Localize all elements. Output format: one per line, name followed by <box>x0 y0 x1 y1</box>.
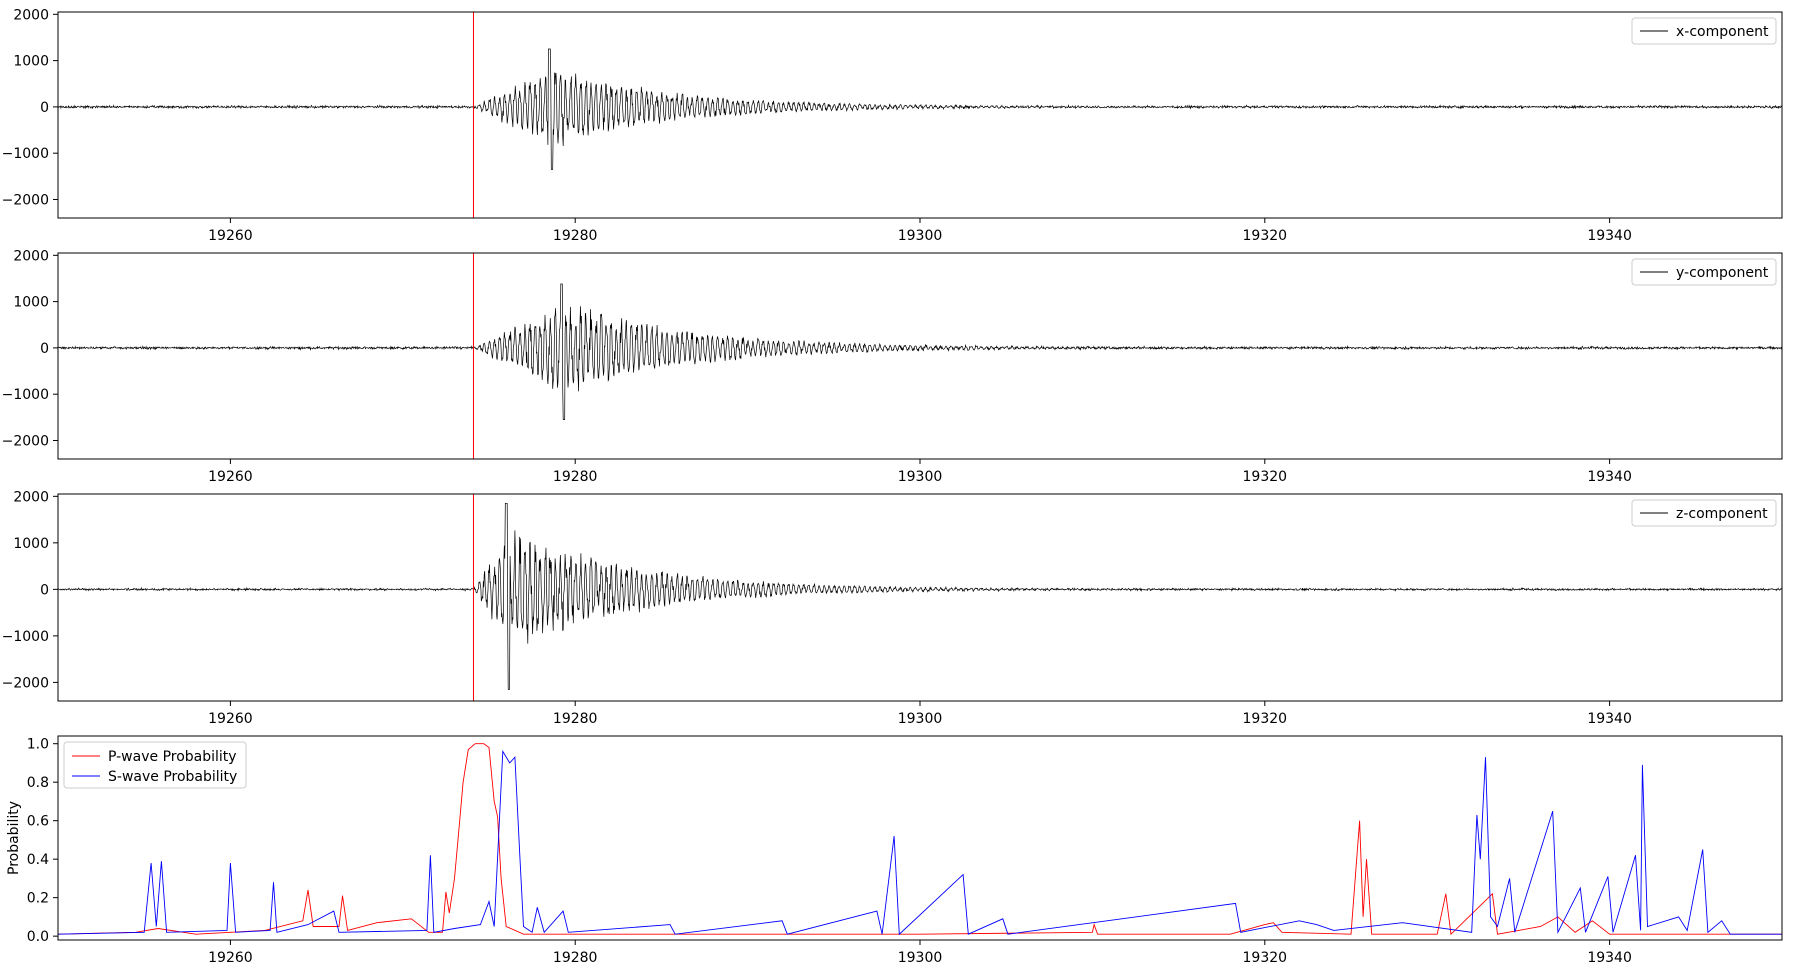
legend: P-wave Probability S-wave Probability <box>63 741 247 789</box>
y-tick-label: 1000 <box>13 536 49 552</box>
x-tick-label: 19260 <box>208 469 253 485</box>
panel-x: 19260 19280 19300 19320 19340 −2000 −1000 0 1000… <box>2 7 1783 244</box>
y-tick-label: 1.0 <box>27 737 49 753</box>
axes-frame <box>57 735 1783 941</box>
y-tick-label: 1000 <box>13 295 49 311</box>
y-tick-label: 1000 <box>13 54 49 70</box>
x-tick-label: 19340 <box>1587 950 1632 965</box>
y-tick-label: 0.2 <box>27 891 49 907</box>
x-tick-label: 19300 <box>898 228 943 244</box>
legend: y-component <box>1631 258 1777 286</box>
y-tick-label: 0 <box>40 100 49 116</box>
y-tick-label: −2000 <box>2 433 49 449</box>
series-line-x-component <box>58 48 1782 170</box>
legend-label: P-wave Probability <box>108 749 237 765</box>
legend: x-component <box>1631 17 1777 45</box>
x-tick-label: 19320 <box>1243 469 1288 485</box>
legend-box <box>1631 17 1777 45</box>
series-line-z-component <box>58 502 1782 690</box>
x-tick-label: 19320 <box>1243 950 1288 965</box>
x-tick-label: 19320 <box>1243 711 1288 727</box>
plot-area <box>58 494 1782 701</box>
y-tick-label: −1000 <box>2 629 49 645</box>
y-tick-label: 0.4 <box>27 852 49 868</box>
plot-area <box>58 253 1782 459</box>
x-tick-label: 19280 <box>553 950 598 965</box>
x-tick-label: 19280 <box>553 469 598 485</box>
y-tick-label: 0.8 <box>27 775 49 791</box>
x-tick-label: 19340 <box>1587 228 1632 244</box>
x-tick-label: 19300 <box>898 950 943 965</box>
plot-area <box>58 743 1782 936</box>
x-tick-label: 19340 <box>1587 711 1632 727</box>
legend-label: z-component <box>1676 506 1768 522</box>
plot-area <box>58 12 1782 218</box>
x-tick-label: 19280 <box>553 228 598 244</box>
y-tick-label: 2000 <box>13 248 49 264</box>
y-tick-label: −2000 <box>2 675 49 691</box>
legend-box <box>1631 258 1777 286</box>
series-line-y-component <box>58 283 1782 421</box>
x-tick-label: 19320 <box>1243 228 1288 244</box>
x-tick-label: 19300 <box>898 711 943 727</box>
axes-frame <box>57 11 1783 219</box>
axes-frame <box>57 252 1783 460</box>
panel-prob: 19260 19280 19300 19320 19340 0.0 0.2 0.4 0.6 0.8… <box>6 735 1783 965</box>
legend-label: x-component <box>1676 24 1769 40</box>
x-tick-label: 19260 <box>208 950 253 965</box>
y-tick-label: −1000 <box>2 146 49 162</box>
legend-label: y-component <box>1676 265 1769 281</box>
series-line-s-wave-probability <box>58 749 1782 936</box>
panel-y: 19260 19280 19300 19320 19340 −2000 −1000 0 1000… <box>2 248 1783 485</box>
y-axis-label: Probability <box>6 801 22 875</box>
y-tick-label: −2000 <box>2 192 49 208</box>
axes-frame <box>57 493 1783 702</box>
legend-box <box>63 741 247 789</box>
panel-z: 19260 19280 19300 19320 19340 −2000 −1000 0 1000… <box>2 489 1783 727</box>
legend-box <box>1631 499 1777 527</box>
y-tick-label: 0.6 <box>27 814 49 830</box>
y-tick-label: 0 <box>40 341 49 357</box>
x-tick-label: 19340 <box>1587 469 1632 485</box>
y-tick-label: 0.0 <box>27 929 49 945</box>
x-tick-label: 19260 <box>208 711 253 727</box>
y-tick-label: 0 <box>40 582 49 598</box>
x-tick-label: 19280 <box>553 711 598 727</box>
y-tick-label: −1000 <box>2 387 49 403</box>
y-tick-label: 2000 <box>13 489 49 505</box>
y-tick-label: 2000 <box>13 7 49 23</box>
legend-label: S-wave Probability <box>108 769 237 785</box>
series-line-p-wave-probability <box>58 743 1782 936</box>
legend: z-component <box>1631 499 1777 527</box>
x-tick-label: 19300 <box>898 469 943 485</box>
x-tick-label: 19260 <box>208 228 253 244</box>
